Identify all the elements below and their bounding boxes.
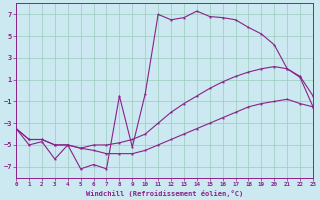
X-axis label: Windchill (Refroidissement éolien,°C): Windchill (Refroidissement éolien,°C) <box>86 190 243 197</box>
